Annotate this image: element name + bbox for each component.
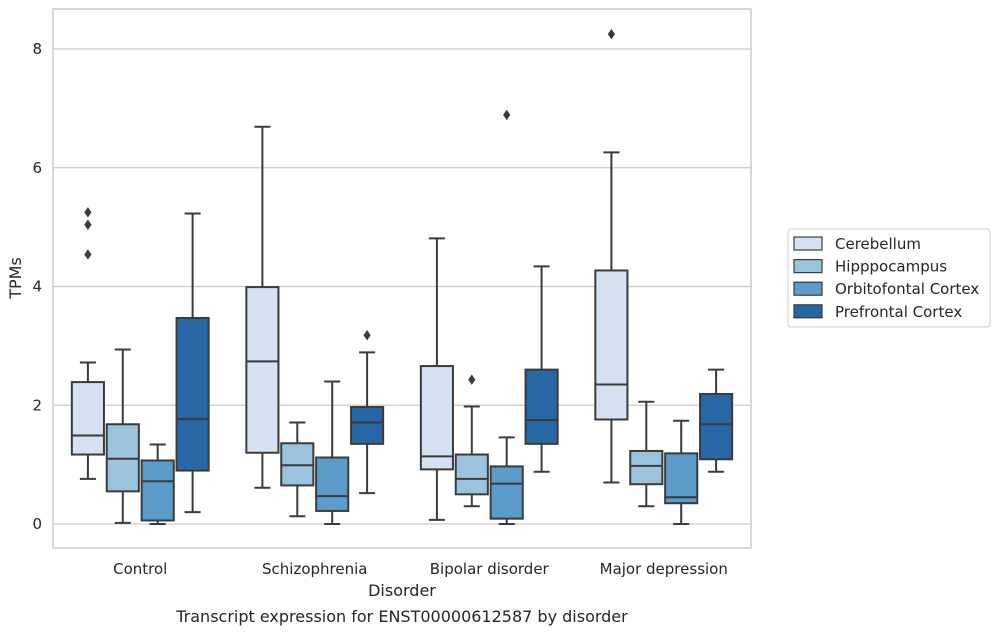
box-rect: [350, 406, 385, 445]
box-rect: [664, 452, 699, 505]
box-3-1: [350, 329, 385, 495]
box-3-0: [175, 212, 210, 514]
legend-label: Hipppocampus: [835, 258, 947, 276]
legend-label: Prefrontal Cortex: [835, 303, 962, 321]
box-rect: [594, 269, 629, 421]
box-2-2: [489, 109, 524, 525]
box-2-0: [140, 443, 175, 525]
y-tick-label: 0: [32, 515, 42, 533]
outlier-point: [84, 249, 92, 260]
box-rect: [419, 365, 454, 471]
box-rect: [524, 368, 559, 445]
box-rect: [70, 381, 105, 456]
legend-swatch: [793, 259, 823, 274]
box-2-1: [315, 380, 350, 525]
box-rect: [175, 316, 210, 472]
y-tick-label: 4: [32, 278, 42, 296]
outlier-point: [503, 109, 511, 121]
x-tick-labels: Control Schizophrenia Bipolar disorder Majo…: [113, 560, 728, 578]
box-rect: [245, 286, 280, 454]
box-0-0: [70, 207, 105, 480]
box-rect: [140, 459, 175, 522]
box-rect: [629, 449, 664, 486]
x-tick-label: Control: [113, 560, 167, 578]
legend-swatch: [793, 281, 823, 296]
box-2-3: [664, 419, 699, 525]
y-axis-label: TPMs: [6, 257, 25, 300]
box-0-2: [419, 237, 454, 521]
outlier-point: [363, 329, 371, 341]
box-1-2: [454, 374, 489, 508]
legend-swatch: [793, 304, 823, 319]
legend-frame: [787, 228, 991, 328]
boxes: [70, 28, 734, 525]
y-tick-label: 2: [32, 396, 42, 414]
box-rect: [699, 392, 734, 461]
box-1-1: [280, 421, 315, 518]
box-3-3: [699, 368, 734, 473]
x-axis-label: Disorder: [368, 581, 436, 600]
box-1-0: [105, 348, 140, 524]
outlier-point: [468, 374, 476, 385]
box-0-1: [245, 125, 280, 489]
box-rect: [489, 465, 524, 520]
x-tick-label: Schizophrenia: [262, 560, 367, 578]
box-0-3: [594, 28, 629, 484]
box-rect: [315, 456, 350, 512]
box-3-2: [524, 265, 559, 473]
y-tick-labels: 0 2 4 6 8: [32, 40, 42, 533]
gridlines: [53, 48, 751, 525]
x-tick-label: Major depression: [600, 560, 728, 578]
plot-area-frame: [52, 8, 752, 549]
legend: Cerebellum Hipppocampus Orbitofontal Corte…: [787, 228, 991, 328]
box-1-3: [629, 400, 664, 508]
y-tick-label: 8: [32, 40, 42, 58]
y-tick-label: 6: [32, 159, 42, 177]
legend-swatch: [793, 236, 823, 251]
outlier-point: [84, 219, 92, 230]
legend-label: Orbitofontal Cortex: [835, 280, 979, 298]
legend-label: Cerebellum: [835, 235, 921, 253]
box-rect: [454, 453, 489, 496]
outlier-point: [607, 28, 615, 40]
x-tick-label: Bipolar disorder: [430, 560, 550, 578]
outlier-point: [84, 207, 92, 218]
chart-caption: Transcript expression for ENST0000061258…: [175, 607, 628, 626]
